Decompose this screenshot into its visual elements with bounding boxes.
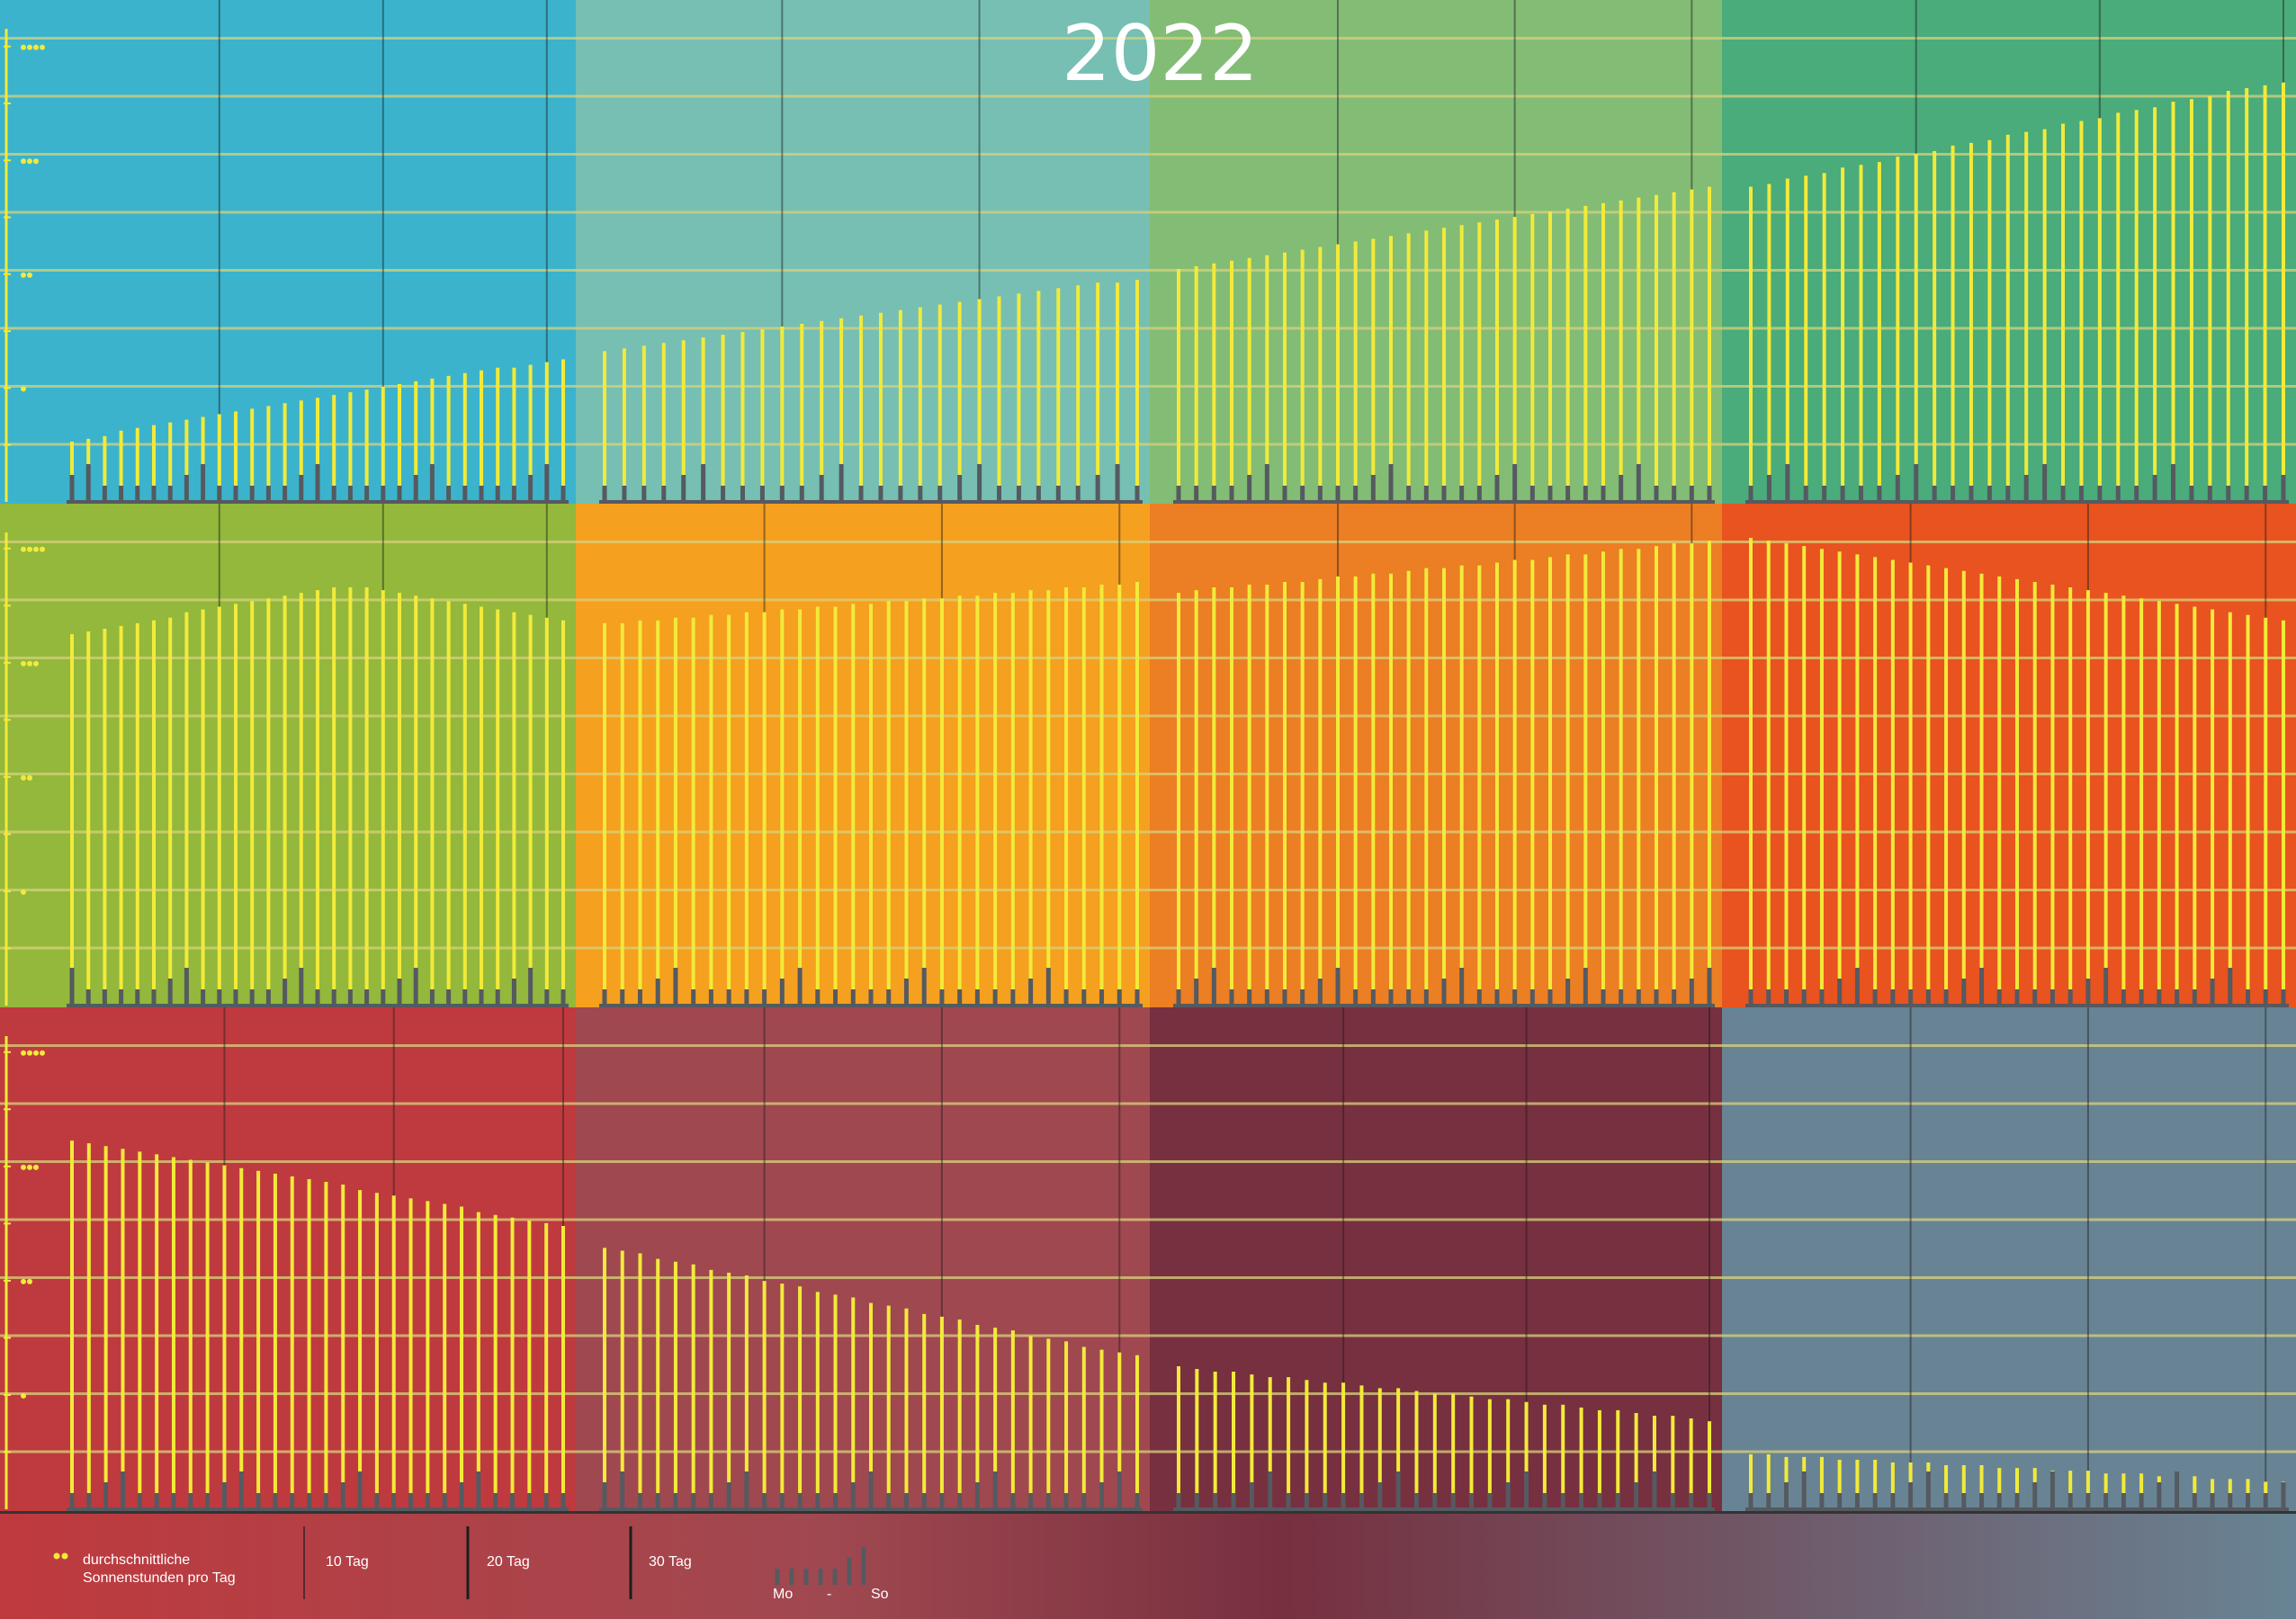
y-tick-marker-dot (33, 44, 39, 50)
legend-sun-label-line1: durchschnittliche (83, 1552, 191, 1568)
y-tick-marker-dot (21, 889, 26, 895)
legend-day10-label: 10 Tag (326, 1554, 369, 1570)
y-tick-marker-dot (21, 1050, 26, 1056)
month-panel-1 (0, 0, 576, 504)
y-tick-marker-dot (33, 1050, 39, 1056)
legend-sun-marker-dot (53, 1552, 60, 1560)
y-tick-marker-dot (21, 158, 26, 165)
y-tick-marker-dot (27, 272, 32, 278)
legend-sun-marker-dot (61, 1552, 68, 1560)
y-tick-marker-dot (21, 546, 26, 552)
y-tick-marker-dot (21, 1278, 26, 1284)
legend-week-end: So (871, 1587, 889, 1602)
y-tick-marker-dot (21, 1392, 26, 1399)
y-tick-marker-dot (27, 774, 32, 781)
month-panel-6 (576, 504, 1150, 1007)
y-tick-marker-dot (21, 1164, 26, 1170)
y-tick-marker-dot (21, 660, 26, 666)
month-panel-10 (576, 1007, 1150, 1511)
y-tick-marker-dot (21, 386, 26, 392)
y-tick-marker-dot (33, 546, 39, 552)
legend-day20-label: 20 Tag (487, 1554, 530, 1570)
y-tick-marker-dot (27, 546, 32, 552)
legend-day30-label: 30 Tag (649, 1554, 692, 1570)
month-panel-9 (0, 1007, 576, 1511)
legend-sun-label: durchschnittliche Sonnenstunden pro Tag (83, 1552, 236, 1588)
legend-week-dash: - (827, 1587, 832, 1602)
month-panel-7 (1150, 504, 1722, 1007)
y-tick-marker-dot (40, 1050, 45, 1056)
y-tick-marker-dot (21, 44, 26, 50)
chart-title: 2022 (1062, 9, 1259, 99)
legend-sun-label-line2: Sonnenstunden pro Tag (83, 1570, 236, 1586)
y-tick-marker-dot (21, 272, 26, 278)
y-tick-marker-dot (27, 44, 32, 50)
y-tick-marker-dot (27, 1164, 32, 1170)
legend-background (0, 1514, 2296, 1619)
y-tick-marker-dot (27, 1050, 32, 1056)
y-tick-marker-dot (27, 158, 32, 165)
month-panel-8 (1722, 504, 2296, 1007)
month-panel-5 (0, 504, 576, 1007)
y-tick-marker-dot (33, 1164, 39, 1170)
y-tick-marker-dot (33, 660, 39, 666)
month-panel-3 (1150, 0, 1722, 504)
month-panel-12 (1722, 1007, 2296, 1511)
legend-week-start: Mo (773, 1587, 794, 1602)
y-tick-marker-dot (33, 158, 39, 165)
y-tick-marker-dot (27, 660, 32, 666)
y-tick-marker-dot (40, 546, 45, 552)
y-tick-marker-dot (27, 1278, 32, 1284)
y-tick-marker-dot (40, 44, 45, 50)
y-tick-marker-dot (21, 774, 26, 781)
